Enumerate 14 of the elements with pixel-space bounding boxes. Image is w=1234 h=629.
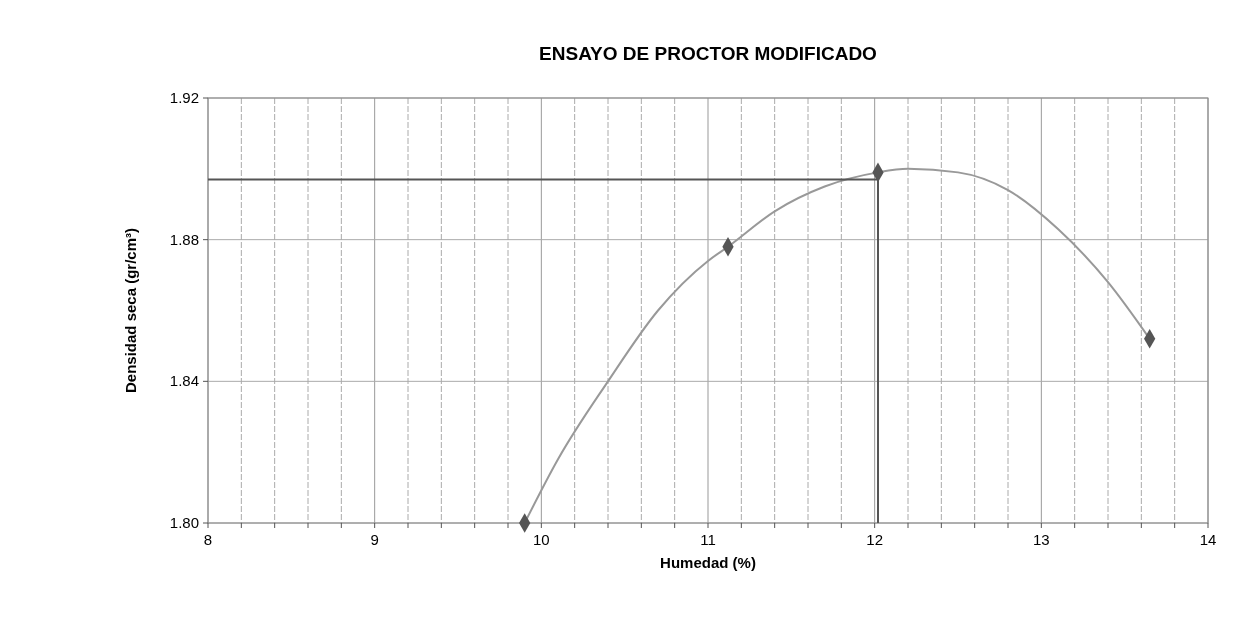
x-tick-label: 9 bbox=[370, 531, 379, 548]
x-tick-label: 12 bbox=[866, 531, 884, 548]
x-tick-label: 8 bbox=[203, 531, 213, 548]
x-tick-label: 11 bbox=[700, 531, 716, 548]
y-tick-label: 1.84 bbox=[169, 372, 199, 390]
y-axis-title: Densidad seca (gr/cm³) bbox=[122, 227, 139, 394]
y-tick-label: 1.92 bbox=[169, 89, 199, 106]
x-tick-label: 13 bbox=[1032, 531, 1050, 548]
x-axis-title: Humedad (%) bbox=[660, 554, 756, 571]
chart-title: ENSAYO DE PROCTOR MODIFICADO bbox=[539, 43, 877, 64]
y-tick-label: 1.88 bbox=[169, 230, 199, 248]
x-tick-label: 14 bbox=[1199, 531, 1217, 548]
y-tick-label: 1.80 bbox=[169, 514, 199, 531]
x-tick-label: 10 bbox=[532, 531, 550, 548]
